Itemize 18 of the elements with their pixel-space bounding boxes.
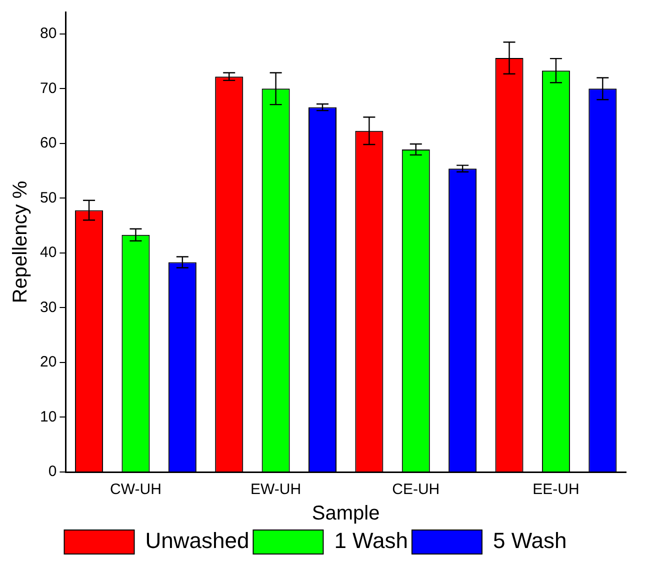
y-tick-label: 0: [48, 463, 57, 480]
y-tick-label: 60: [40, 134, 57, 152]
y-tick-label: 50: [40, 189, 57, 206]
x-axis-title: Sample: [312, 502, 380, 525]
legend-label: Unwashed: [145, 528, 250, 554]
legend-label: 1 Wash: [334, 528, 408, 554]
x-tick-label: EE-UH: [532, 481, 580, 498]
y-tick-label: 10: [40, 408, 57, 426]
y-axis-title: Repellency %: [10, 180, 32, 304]
y-tick-label: 40: [40, 244, 57, 262]
y-tick-label: 80: [40, 25, 57, 42]
y-tick-label: 70: [40, 80, 57, 97]
y-tick-label: 20: [40, 354, 57, 371]
x-tick-label: CW-UH: [110, 481, 162, 498]
x-tick-label: CE-UH: [392, 481, 440, 498]
x-tick-label: EW-UH: [250, 481, 302, 498]
legend-label: 5 Wash: [492, 528, 567, 554]
y-tick-label: 30: [40, 298, 57, 316]
